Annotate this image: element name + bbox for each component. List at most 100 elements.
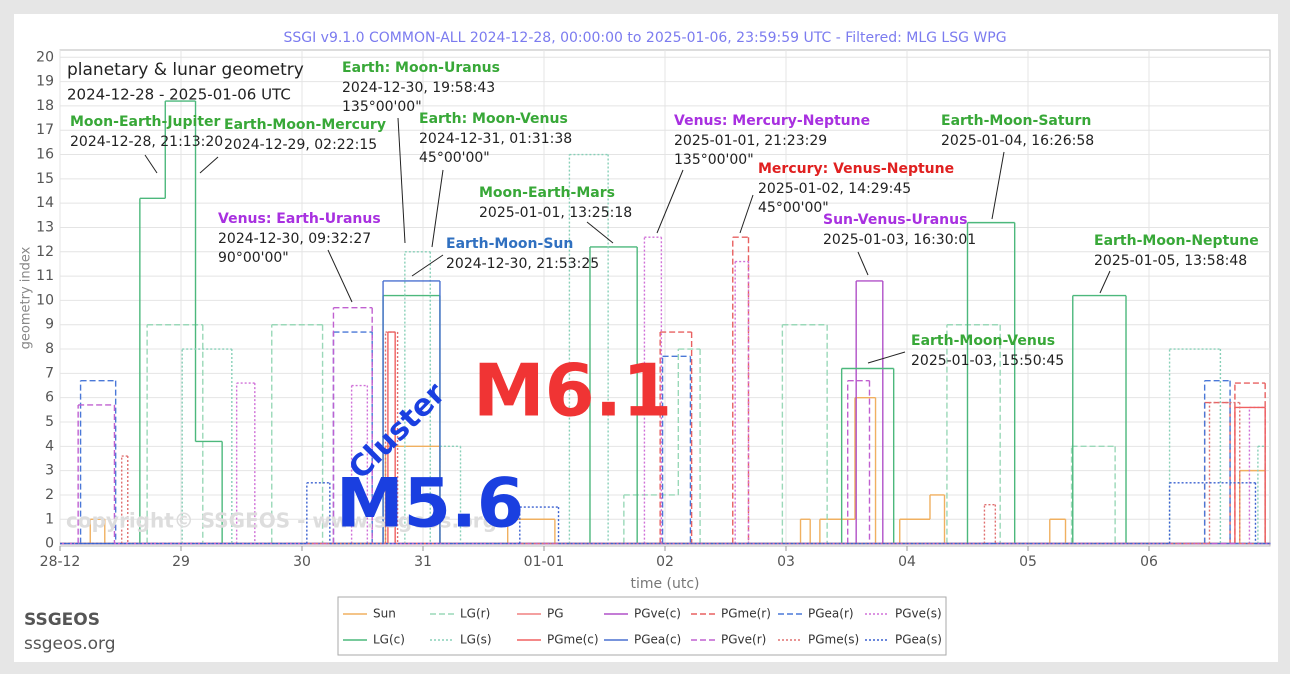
annotation-angle: 45°00'00" [758,200,829,216]
legend-label: LG(s) [460,633,492,647]
annotation-pointer [857,251,869,276]
annotation-pointer [739,194,754,234]
y-tick-label: 13 [36,219,54,235]
legend-label: PGve(s) [895,607,942,621]
y-axis-label: geometry index [19,246,34,349]
magnitude-label: M6.1 [473,349,672,433]
annotation-title: Earth: Moon-Uranus [342,60,500,76]
x-tick-label: 06 [1140,554,1158,570]
annotation-date: 2025-01-01, 21:23:29 [674,133,827,149]
annotation-date: 2024-12-30, 09:32:27 [218,231,371,247]
annotation-pointer [1099,270,1111,294]
annotation-date: 2025-01-02, 14:29:45 [758,181,911,197]
y-tick-label: 20 [36,49,54,65]
x-tick-label: 04 [898,554,916,570]
y-tick-label: 11 [36,268,54,284]
y-tick-label: 1 [45,511,54,527]
series-layer [60,100,1270,545]
annotation-pointer [144,154,158,174]
x-tick-label: 31 [414,554,432,570]
annotation-pointer [586,221,614,244]
legend-label: PGea(s) [895,633,942,647]
legend-label: PG [547,607,564,621]
legend-label: PGea(c) [634,633,681,647]
y-tick-label: 12 [36,244,54,260]
annotation-date: 2025-01-05, 13:58:48 [1094,253,1247,269]
annotation-title: Sun-Venus-Uranus [823,212,967,228]
header: SSGI v9.1.0 COMMON-ALL 2024-12-28, 00:00… [283,30,1006,46]
legend-label: PGme(s) [808,633,859,647]
y-tick-label: 0 [45,536,54,552]
annotation-title: Earth-Moon-Sun [446,236,573,252]
x-tick-label: 01-01 [524,554,565,570]
x-tick-label: 02 [656,554,674,570]
chart-subtitle: 2024-12-28 - 2025-01-06 UTC [67,86,291,104]
annotation-pointer [397,117,406,244]
legend-label: PGme(c) [547,633,599,647]
y-tick-label: 2 [45,487,54,503]
annotation-title: Moon-Earth-Jupiter [70,114,221,130]
x-tick-label: 28-12 [40,554,81,570]
annotation-title: Earth-Moon-Neptune [1094,233,1259,249]
footer-site: ssgeos.org [24,634,116,654]
annotation-pointer [411,254,444,277]
annotation-title: Earth-Moon-Venus [911,333,1055,349]
legend-label: PGea(r) [808,607,854,621]
annotation-title: Venus: Mercury-Neptune [674,113,870,129]
y-tick-label: 7 [45,365,54,381]
annotation-pointer [656,169,684,234]
y-tick-label: 19 [36,74,54,90]
legend-label: LG(c) [373,633,405,647]
annotation-title: Earth: Moon-Venus [419,111,568,127]
annotation-date: 2025-01-04, 16:26:58 [941,133,1094,149]
y-tick-label: 16 [36,147,54,163]
legend-label: Sun [373,607,396,621]
x-tick-label: 05 [1019,554,1037,570]
annotation-pointer [199,156,219,174]
magnitude-label: M5.6 [336,465,524,544]
annotation-pointer [327,249,353,303]
annotation-date: 2024-12-28, 21:13:20 [70,134,223,150]
legend-entries: Sun LG(r) PG PGve(c) PGme(r) PGea(r) PGve(s) LG… [343,607,942,647]
annotation-date: 2024-12-31, 01:31:38 [419,131,572,147]
annotation-title: Mercury: Venus-Neptune [758,161,954,177]
annotation-title: Moon-Earth-Mars [479,185,615,201]
y-tick-label: 15 [36,171,54,187]
y-tick-label: 14 [36,195,54,211]
annotation-pointer [867,351,906,364]
y-tick-label: 3 [45,463,54,479]
legend-label: PGve(r) [721,633,766,647]
annotation-pointer [991,151,1005,220]
chart-title: planetary & lunar geometry [67,60,304,80]
annotation-pointer [431,169,444,248]
annotation-date: 2024-12-30, 21:53:25 [446,256,599,272]
annotation-angle: 135°00'00" [674,152,754,168]
y-tick-label: 17 [36,122,54,138]
y-tick-label: 8 [45,341,54,357]
y-tick-label: 4 [45,438,54,454]
x-tick-label: 03 [777,554,795,570]
y-tick-label: 5 [45,414,54,430]
y-tick-label: 9 [45,317,54,333]
annotation-title: Earth-Moon-Mercury [224,117,386,133]
x-tick-label: 29 [172,554,190,570]
legend-label: PGve(c) [634,607,681,621]
annotation-angle: 90°00'00" [218,250,289,266]
legend-label: LG(r) [460,607,490,621]
legend [337,596,947,656]
annotation-angle: 135°00'00" [342,99,422,115]
x-axis-label: time (utc) [630,576,699,592]
annotation-date: 2024-12-30, 19:58:43 [342,80,495,96]
annotation-date: 2024-12-29, 02:22:15 [224,137,377,153]
y-tick-label: 6 [45,390,54,406]
x-tick-label: 30 [293,554,311,570]
watermark: copyright© SSGEOS - www.ssgeos.org [66,509,497,533]
annotation-date: 2025-01-03, 16:30:01 [823,232,976,248]
y-tick-label: 10 [36,292,54,308]
annotation-date: 2025-01-01, 13:25:18 [479,205,632,221]
annotation-title: Venus: Earth-Uranus [218,211,381,227]
footer-brand: SSGEOS [24,610,100,630]
